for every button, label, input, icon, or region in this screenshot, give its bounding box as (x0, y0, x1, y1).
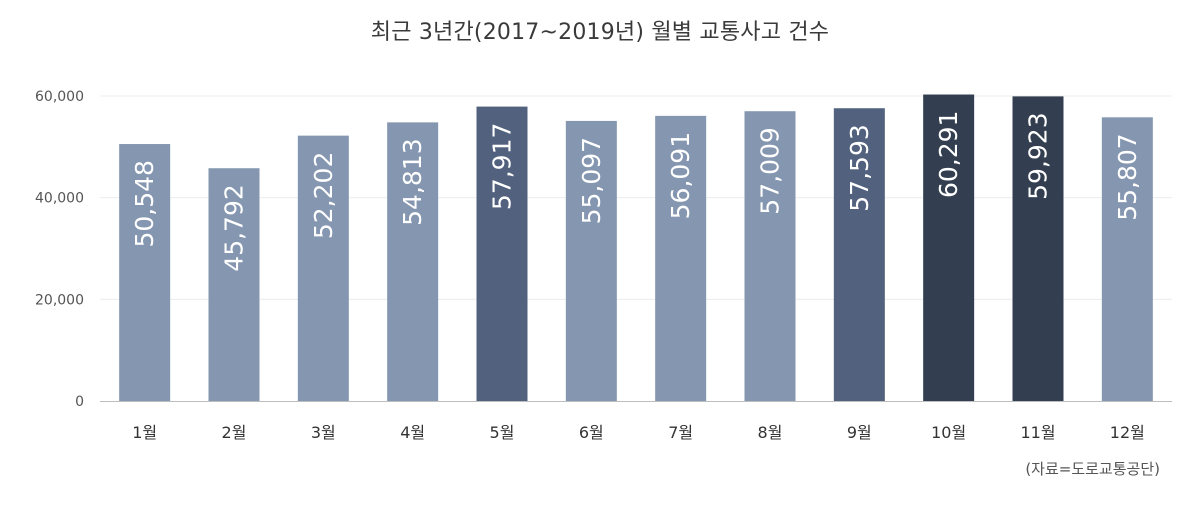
bar-value-label: 50,548 (130, 160, 159, 247)
bar-value-label: 56,091 (666, 132, 695, 219)
bar (1012, 96, 1064, 401)
source-note: (자료=도로교통공단) (1025, 460, 1160, 478)
bar-value-label: 57,593 (845, 124, 874, 211)
x-tick-label: 6월 (579, 423, 604, 442)
x-tick-label: 1월 (132, 423, 157, 442)
bar (833, 108, 885, 401)
bar-value-label: 57,917 (488, 123, 517, 210)
bar-value-label: 55,807 (1113, 133, 1142, 220)
y-tick-label: 20,000 (35, 292, 84, 308)
bar-value-label: 57,009 (756, 127, 785, 214)
x-tick-label: 12월 (1110, 423, 1145, 442)
bar-value-label: 54,813 (398, 138, 427, 225)
chart-title: 최근 3년간(2017~2019년) 월별 교통사고 건수 (370, 20, 830, 45)
x-tick-label: 11월 (1020, 423, 1055, 442)
x-tick-label: 5월 (490, 423, 515, 442)
x-tick-label: 10월 (931, 423, 966, 442)
y-tick-label: 0 (75, 394, 84, 410)
bar (744, 111, 796, 401)
bar (565, 120, 617, 401)
x-tick-label: 8월 (758, 423, 783, 442)
bar (208, 168, 260, 401)
bar (1101, 117, 1153, 401)
x-tick-label: 3월 (311, 423, 336, 442)
x-tick-label: 4월 (400, 423, 425, 442)
x-tick-label: 2월 (222, 423, 247, 442)
bar-value-label: 52,202 (309, 152, 338, 239)
bar (297, 135, 349, 401)
bar-value-label: 60,291 (934, 111, 963, 198)
bar (476, 106, 528, 401)
x-tick-label: 7월 (668, 423, 693, 442)
bar (387, 122, 439, 401)
bar (655, 115, 707, 401)
bar-value-label: 59,923 (1024, 112, 1053, 199)
bar-value-label: 55,097 (577, 137, 606, 224)
bar-value-label: 45,792 (220, 184, 249, 271)
bar (119, 144, 171, 401)
bar (923, 94, 975, 401)
y-tick-label: 60,000 (35, 89, 84, 105)
y-tick-label: 40,000 (35, 191, 84, 207)
x-tick-label: 9월 (847, 423, 872, 442)
